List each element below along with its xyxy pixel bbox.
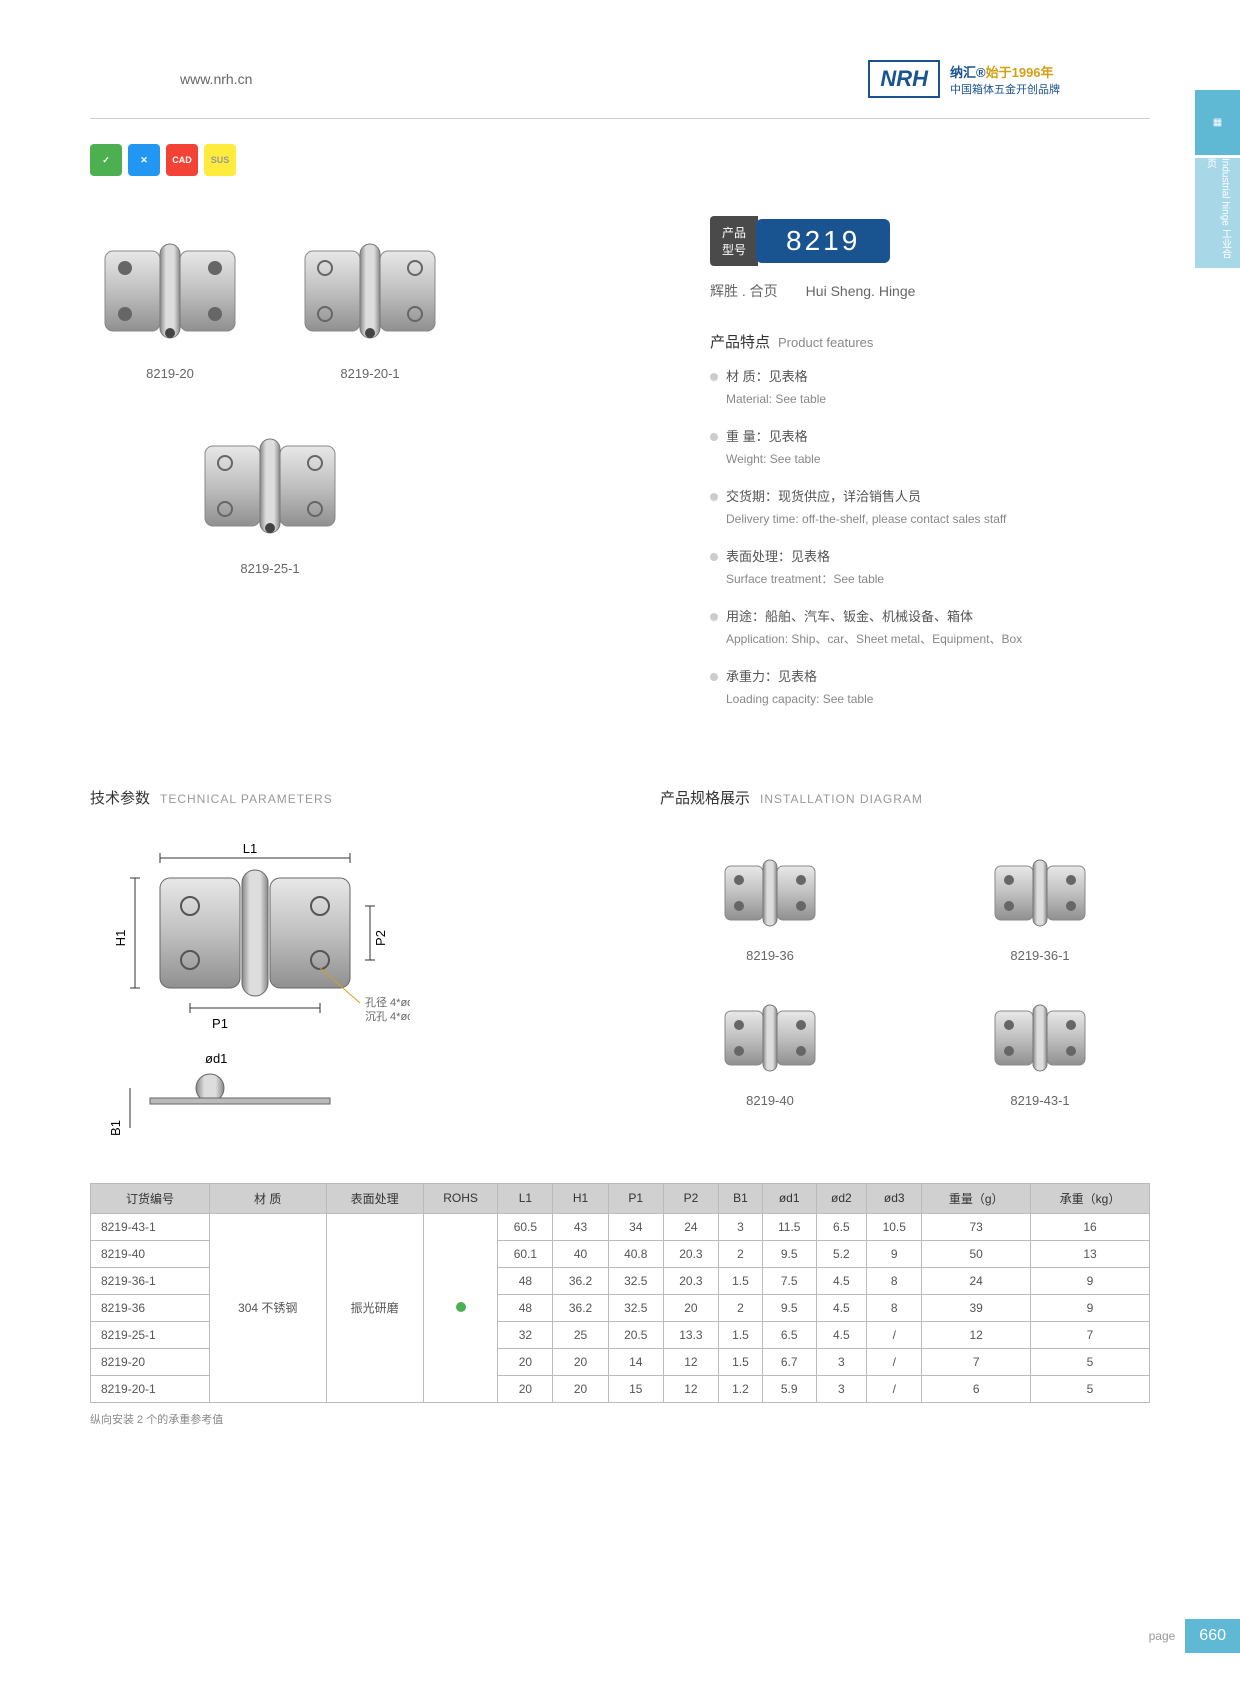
page-number: 660: [1185, 1619, 1240, 1653]
feature-item: 重 量：见表格Weight: See table: [710, 427, 1150, 469]
install-item: 8219-36-1: [930, 848, 1150, 963]
logo: NRH: [868, 60, 940, 98]
install-item: 8219-43-1: [930, 993, 1150, 1108]
badge-yellow: SUS: [204, 144, 236, 176]
feature-item: 材 质：见表格Material: See table: [710, 367, 1150, 409]
model-header: 产品 型号 8219: [710, 216, 1150, 266]
table-note: 纵向安装 2 个的承重参考值: [90, 1411, 1150, 1427]
side-tabs: ▦ Industrial hinge 工业合页: [1195, 90, 1240, 271]
product-images: 8219-20 8219-20-1 8219-25-1: [90, 226, 670, 576]
tech-diagram: L1 H1 P2 P1 孔径 4*ød2 沉孔 4*ød3 ød1 B1: [90, 828, 580, 1153]
install-diagram: 8219-36 8219-36-1 8219-40 8219-43-1: [660, 828, 1150, 1153]
subtitle: 辉胜 . 合页 Hui Sheng. Hinge: [710, 281, 1150, 301]
svg-text:ød1: ød1: [205, 1051, 227, 1066]
svg-text:H1: H1: [113, 930, 128, 947]
svg-text:L1: L1: [243, 841, 257, 856]
features-list: 材 质：见表格Material: See table 重 量：见表格Weight:…: [710, 367, 1150, 709]
side-tab-label: Industrial hinge 工业合页: [1195, 158, 1240, 268]
badges: ✓ ✕ CAD SUS: [90, 144, 1240, 176]
model-number: 8219: [756, 219, 890, 263]
install-title: 产品规格展示INSTALLATION DIAGRAM: [660, 787, 1240, 808]
footer: page 660: [1149, 1619, 1240, 1653]
svg-text:孔径 4*ød2: 孔径 4*ød2: [365, 996, 410, 1009]
product-item: 8219-20-1: [290, 226, 450, 381]
badge-blue: ✕: [128, 144, 160, 176]
tech-title: 技术参数TECHNICAL PARAMETERS: [90, 787, 620, 808]
model-tag: 产品 型号: [710, 216, 758, 266]
svg-text:沉孔 4*ød3: 沉孔 4*ød3: [365, 1010, 410, 1023]
feature-item: 用途：船舶、汽车、钣金、机械设备、箱体Application: Ship、car…: [710, 607, 1150, 649]
badge-red: CAD: [166, 144, 198, 176]
install-item: 8219-36: [660, 848, 880, 963]
side-tab-icon: ▦: [1195, 90, 1240, 155]
product-item: 8219-25-1: [190, 421, 350, 576]
feature-item: 承重力：见表格Loading capacity: See table: [710, 667, 1150, 709]
url: www.nrh.cn: [180, 71, 252, 87]
features-title: 产品特点Product features: [710, 331, 1150, 352]
feature-item: 交货期：现货供应，详洽销售人员Delivery time: off-the-sh…: [710, 487, 1150, 529]
spec-table: 订货编号材 质表面处理ROHSL1H1P1P2B1ød1ød2ød3重量（g）承…: [0, 1153, 1240, 1427]
feature-item: 表面处理：见表格Surface treatment：See table: [710, 547, 1150, 589]
table-row: 8219-43-1304 不锈钢振光研磨60.5433424311.56.510…: [91, 1213, 1150, 1240]
badge-green: ✓: [90, 144, 122, 176]
svg-text:P2: P2: [373, 930, 388, 946]
header: www.nrh.cn NRH 纳汇®始于1996年 中国箱体五金开创品牌: [90, 0, 1150, 119]
product-item: 8219-20: [90, 226, 250, 381]
svg-text:P1: P1: [212, 1016, 228, 1031]
logo-area: NRH 纳汇®始于1996年 中国箱体五金开创品牌: [868, 60, 1060, 98]
page-label: page: [1149, 1629, 1176, 1643]
install-item: 8219-40: [660, 993, 880, 1108]
svg-text:B1: B1: [108, 1120, 123, 1136]
